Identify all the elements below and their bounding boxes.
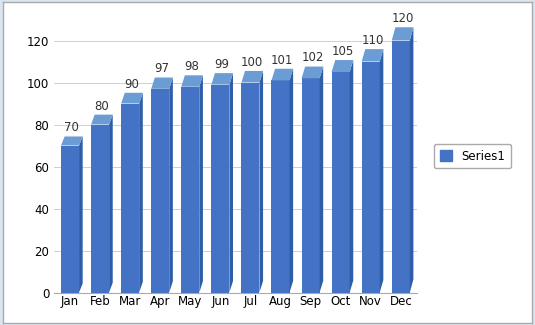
Polygon shape: [61, 136, 83, 146]
Bar: [332, 72, 350, 292]
Polygon shape: [169, 77, 173, 292]
Bar: [211, 84, 230, 292]
Polygon shape: [241, 71, 263, 83]
Text: 99: 99: [215, 58, 230, 71]
Text: 120: 120: [392, 12, 414, 25]
Bar: [302, 78, 319, 292]
Text: 101: 101: [271, 54, 294, 67]
Bar: [271, 80, 289, 292]
Polygon shape: [121, 93, 143, 103]
Bar: [362, 61, 380, 292]
Polygon shape: [410, 27, 414, 293]
Polygon shape: [350, 60, 353, 292]
Text: 80: 80: [95, 99, 109, 112]
Polygon shape: [362, 49, 383, 61]
Polygon shape: [289, 69, 293, 292]
Polygon shape: [211, 73, 233, 84]
Polygon shape: [319, 67, 323, 292]
Polygon shape: [271, 69, 293, 80]
Polygon shape: [332, 60, 353, 72]
Polygon shape: [302, 67, 323, 78]
Text: 98: 98: [185, 60, 200, 73]
Text: 90: 90: [125, 78, 140, 91]
Polygon shape: [380, 49, 383, 292]
Bar: [181, 87, 200, 292]
Bar: [241, 83, 259, 292]
Text: 102: 102: [301, 51, 324, 64]
Bar: [61, 146, 79, 292]
Text: 110: 110: [361, 34, 384, 47]
Text: 100: 100: [241, 56, 263, 69]
Polygon shape: [91, 115, 113, 124]
Polygon shape: [230, 73, 233, 292]
Polygon shape: [181, 75, 203, 87]
Text: 105: 105: [331, 45, 354, 58]
Text: 97: 97: [155, 62, 170, 75]
Polygon shape: [79, 136, 83, 292]
Polygon shape: [151, 77, 173, 89]
Polygon shape: [200, 75, 203, 292]
Bar: [151, 89, 169, 292]
Bar: [392, 41, 410, 292]
Polygon shape: [392, 27, 414, 41]
Bar: [121, 103, 139, 293]
Bar: [91, 124, 109, 292]
Polygon shape: [259, 71, 263, 292]
Polygon shape: [139, 93, 143, 292]
Polygon shape: [109, 115, 113, 292]
Text: 70: 70: [64, 121, 79, 134]
Legend: Series1: Series1: [434, 144, 511, 168]
